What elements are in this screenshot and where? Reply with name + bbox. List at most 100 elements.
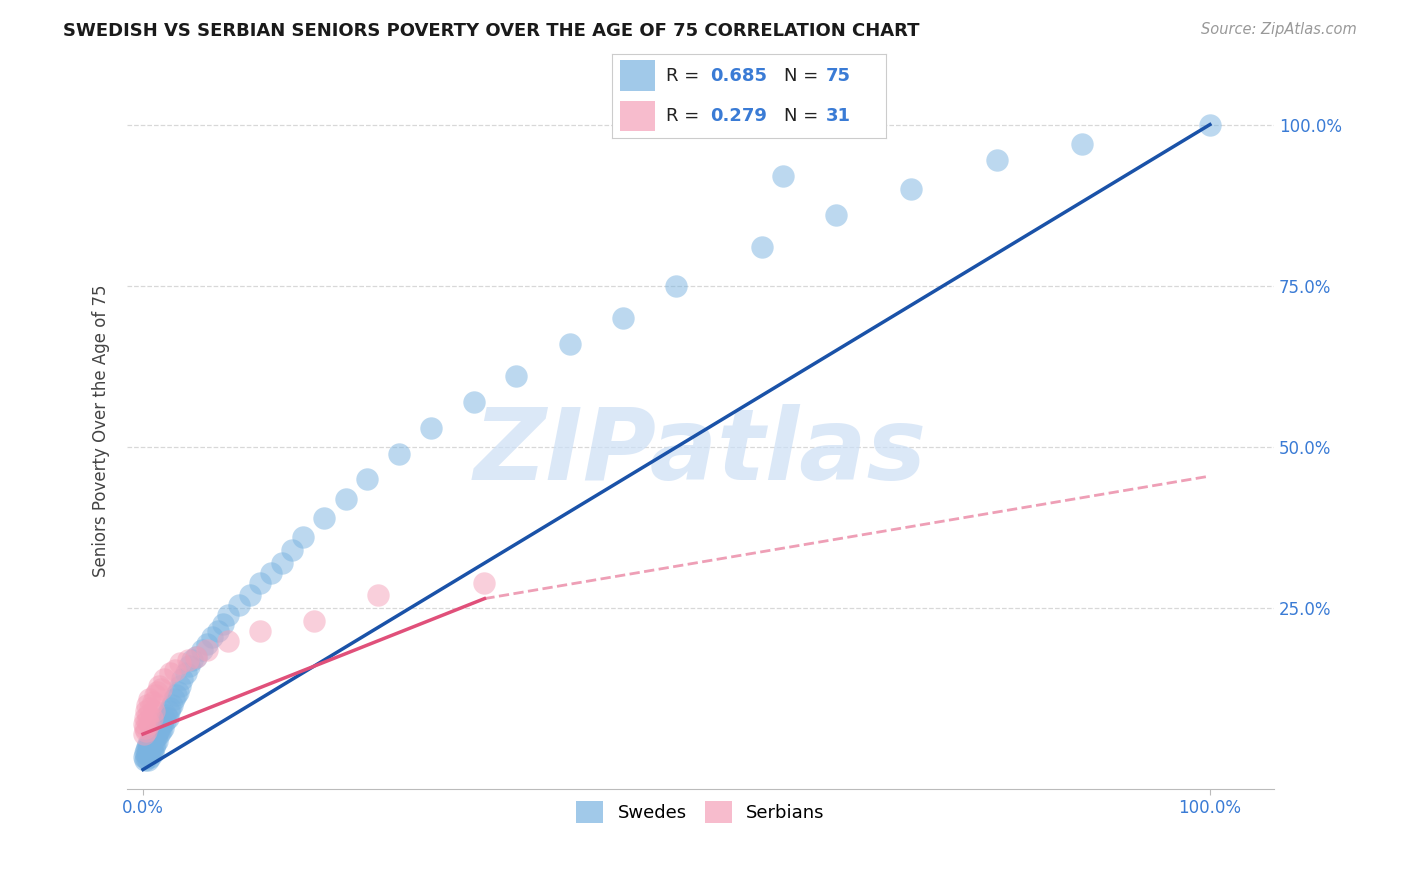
- Point: [772, 169, 794, 184]
- Point: [159, 701, 181, 715]
- Point: [138, 737, 160, 751]
- Y-axis label: Seniors Poverty Over the Age of 75: Seniors Poverty Over the Age of 75: [93, 285, 110, 577]
- Point: [314, 511, 336, 525]
- Point: [270, 556, 292, 570]
- Point: [134, 711, 156, 725]
- Point: [153, 672, 176, 686]
- Text: N =: N =: [785, 107, 824, 125]
- Point: [146, 685, 169, 699]
- Point: [155, 707, 177, 722]
- Point: [145, 731, 167, 745]
- Text: 0.279: 0.279: [710, 107, 768, 125]
- Point: [195, 643, 218, 657]
- Point: [153, 711, 176, 725]
- Point: [558, 336, 581, 351]
- Point: [356, 472, 378, 486]
- Point: [148, 679, 170, 693]
- Point: [167, 685, 190, 699]
- Point: [169, 656, 191, 670]
- Point: [146, 733, 169, 747]
- Point: [139, 733, 162, 747]
- FancyBboxPatch shape: [620, 61, 655, 91]
- Text: Source: ZipAtlas.com: Source: ZipAtlas.com: [1201, 22, 1357, 37]
- Point: [149, 721, 172, 735]
- Point: [217, 633, 239, 648]
- Point: [136, 714, 159, 728]
- Point: [138, 753, 160, 767]
- Point: [163, 691, 186, 706]
- Point: [239, 588, 262, 602]
- Point: [156, 711, 179, 725]
- Point: [195, 637, 218, 651]
- Point: [143, 689, 166, 703]
- Point: [463, 395, 485, 409]
- Text: N =: N =: [785, 67, 824, 85]
- Point: [302, 614, 325, 628]
- Point: [228, 598, 250, 612]
- Point: [201, 630, 224, 644]
- Point: [138, 744, 160, 758]
- Point: [181, 653, 204, 667]
- Point: [150, 681, 173, 696]
- Point: [136, 739, 159, 754]
- Point: [281, 543, 304, 558]
- Point: [388, 446, 411, 460]
- Point: [474, 575, 496, 590]
- Point: [142, 747, 165, 761]
- Point: [335, 491, 357, 506]
- Point: [825, 208, 848, 222]
- Point: [159, 665, 181, 680]
- Point: [138, 707, 160, 722]
- Text: ZIPatlas: ZIPatlas: [474, 404, 927, 501]
- Point: [132, 749, 155, 764]
- Point: [155, 714, 177, 728]
- Point: [174, 665, 197, 680]
- Point: [142, 727, 165, 741]
- Point: [150, 723, 173, 738]
- Point: [420, 420, 443, 434]
- Point: [142, 739, 165, 754]
- Point: [134, 747, 156, 761]
- Point: [141, 711, 163, 725]
- Point: [986, 153, 1008, 167]
- Point: [212, 617, 235, 632]
- Point: [612, 311, 634, 326]
- Point: [136, 698, 159, 712]
- FancyBboxPatch shape: [620, 101, 655, 131]
- Point: [132, 727, 155, 741]
- Point: [139, 701, 162, 715]
- Point: [1070, 136, 1092, 151]
- Point: [135, 751, 157, 765]
- Point: [292, 530, 315, 544]
- Point: [160, 698, 183, 712]
- Point: [135, 705, 157, 719]
- Point: [751, 240, 773, 254]
- Point: [249, 624, 271, 638]
- Point: [186, 649, 208, 664]
- Point: [163, 663, 186, 677]
- Point: [217, 607, 239, 622]
- Point: [150, 717, 173, 731]
- Point: [177, 659, 200, 673]
- Point: [136, 748, 159, 763]
- Point: [249, 575, 271, 590]
- Point: [138, 747, 160, 761]
- Text: 0.685: 0.685: [710, 67, 768, 85]
- Point: [142, 695, 165, 709]
- Text: R =: R =: [666, 67, 706, 85]
- Text: 31: 31: [825, 107, 851, 125]
- Point: [134, 721, 156, 735]
- Point: [207, 624, 229, 638]
- Point: [134, 753, 156, 767]
- Point: [172, 672, 194, 686]
- Point: [165, 689, 187, 703]
- Point: [1199, 118, 1222, 132]
- Point: [135, 723, 157, 738]
- Point: [141, 731, 163, 745]
- Point: [152, 721, 174, 735]
- Point: [138, 717, 160, 731]
- Legend: Swedes, Serbians: Swedes, Serbians: [569, 794, 832, 830]
- Point: [146, 723, 169, 738]
- Point: [138, 691, 160, 706]
- Point: [139, 749, 162, 764]
